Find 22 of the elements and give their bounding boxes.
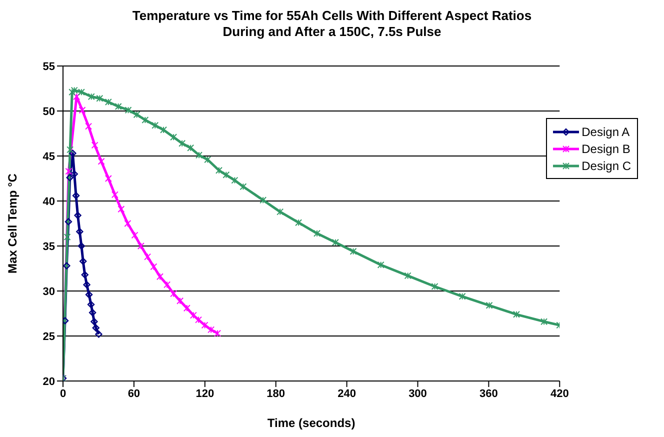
x-tick-label: 60 [128, 388, 140, 400]
legend-label: Design B [582, 142, 630, 156]
x-axis-title: Time (seconds) [267, 416, 356, 430]
y-axis-title: Max Cell Temp °C [5, 173, 20, 274]
x-tick-label: 120 [196, 388, 214, 400]
y-tick-label: 45 [42, 150, 55, 163]
x-tick-label: 420 [550, 388, 569, 400]
legend-label: Design C [582, 158, 631, 172]
y-tick-label: 40 [42, 196, 55, 208]
x-tick-label: 360 [480, 388, 498, 400]
y-tick-label: 30 [42, 286, 55, 298]
chart-title: Temperature vs Time for 55Ah Cells With Different Aspect Ratios During and After a 150C, 7.5s Pulse [131, 8, 533, 40]
y-tick-label: 25 [42, 330, 55, 343]
x-tick-label: 180 [266, 388, 286, 400]
y-tick-label: 55 [42, 60, 55, 73]
x-tick-label: 300 [408, 388, 427, 400]
y-tick-label: 20 [42, 376, 55, 388]
x-tick-label: 0 [60, 388, 66, 400]
legend-label: Design A [582, 124, 630, 138]
y-tick-label: 50 [42, 106, 55, 118]
x-tick-label: 240 [338, 388, 356, 400]
y-tick-label: 35 [42, 240, 55, 253]
